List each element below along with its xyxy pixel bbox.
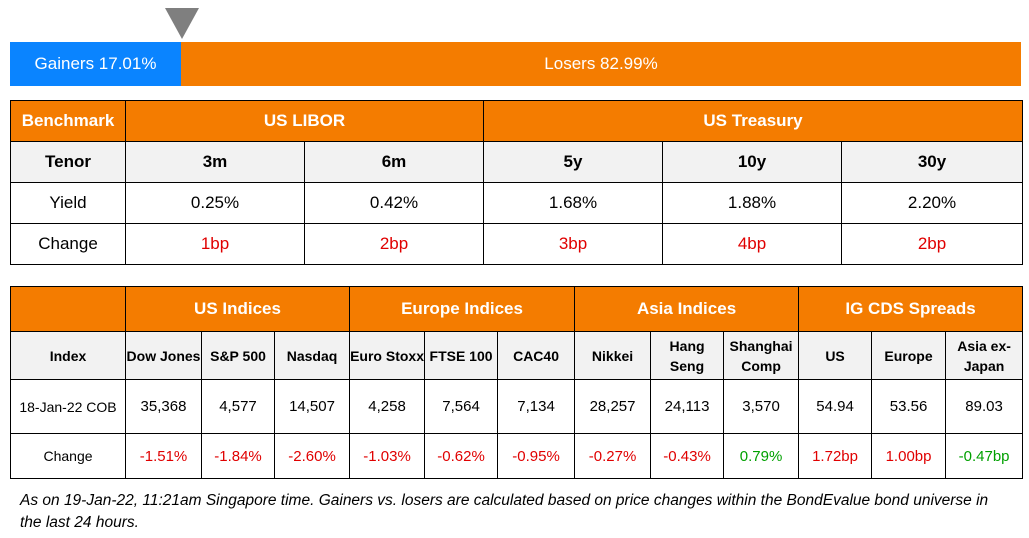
us-treasury-header: US Treasury: [483, 100, 1024, 142]
index-value: 53.56: [871, 379, 947, 434]
change-cell: 4bp: [662, 223, 843, 265]
triangle-marker-icon: [165, 8, 199, 39]
index-column: CAC40: [497, 331, 576, 380]
index-column: Nikkei: [574, 331, 652, 380]
index-column: Dow Jones: [125, 331, 202, 380]
index-column: S&P 500: [201, 331, 275, 380]
index-value: 4,258: [349, 379, 426, 434]
index-label: Index: [10, 331, 126, 380]
index-change: -2.60%: [273, 433, 351, 479]
yield-cell: 2.20%: [841, 182, 1024, 224]
index-column: Europe: [871, 331, 947, 380]
tenor-cell: 6m: [303, 141, 485, 183]
yield-cell: 1.68%: [483, 182, 664, 224]
ig-cds-spreads-header: IG CDS Spreads: [798, 286, 1024, 332]
us-indices-header: US Indices: [124, 286, 351, 332]
index-change: -1.51%: [125, 433, 202, 479]
indices-group-row: US Indices Europe Indices Asia Indices I…: [10, 286, 1024, 332]
change-cell: 2bp: [303, 223, 485, 265]
gainers-segment: Gainers 17.01%: [10, 42, 181, 86]
index-value: 35,368: [125, 379, 202, 434]
tenor-cell: 3m: [125, 141, 305, 183]
blank-header: [10, 286, 126, 332]
index-value: 7,564: [424, 379, 499, 434]
footnote: As on 19-Jan-22, 11:21am Singapore time.…: [20, 492, 989, 531]
indices-change-row: Change -1.51% -1.84% -2.60% -1.03% -0.62…: [10, 433, 1024, 479]
index-value: 7,134: [497, 379, 576, 434]
tenor-cell: 30y: [841, 141, 1024, 183]
rates-table: Benchmark US LIBOR US Treasury Tenor 3m …: [10, 100, 1024, 265]
index-column: Shanghai Comp: [723, 331, 800, 380]
date-label: 18-Jan-22 COB: [10, 379, 126, 434]
change-label: Change: [10, 223, 126, 265]
yield-cell: 0.42%: [303, 182, 485, 224]
index-change: -1.84%: [201, 433, 275, 479]
asia-indices-header: Asia Indices: [574, 286, 800, 332]
europe-indices-header: Europe Indices: [349, 286, 576, 332]
change-cell: 3bp: [483, 223, 664, 265]
index-change: 0.79%: [723, 433, 800, 479]
change-cell: 1bp: [125, 223, 305, 265]
change-row: Change 1bp 2bp 3bp 4bp 2bp: [10, 223, 1024, 265]
index-change: -0.43%: [650, 433, 725, 479]
index-value: 14,507: [273, 379, 351, 434]
index-change: -0.47bp: [945, 433, 1024, 479]
tenor-cell: 5y: [483, 141, 664, 183]
index-value: 4,577: [201, 379, 275, 434]
indices-table: US Indices Europe Indices Asia Indices I…: [10, 286, 1024, 479]
benchmark-header: Benchmark: [10, 100, 126, 142]
yield-row: Yield 0.25% 0.42% 1.68% 1.88% 2.20%: [10, 182, 1024, 224]
index-change: 1.72bp: [798, 433, 873, 479]
gainers-losers-bar: Gainers 17.01% Losers 82.99%: [10, 42, 1021, 86]
yield-label: Yield: [10, 182, 126, 224]
losers-segment: Losers 82.99%: [181, 42, 1021, 86]
index-value: 54.94: [798, 379, 873, 434]
index-change: -0.62%: [424, 433, 499, 479]
index-column: FTSE 100: [424, 331, 499, 380]
index-column: Nasdaq: [273, 331, 351, 380]
us-libor-header: US LIBOR: [124, 100, 485, 142]
tenor-label: Tenor: [10, 141, 126, 183]
tenor-row: Tenor 3m 6m 5y 10y 30y: [10, 141, 1024, 183]
change-label: Change: [10, 433, 126, 479]
index-column: Hang Seng: [650, 331, 725, 380]
yield-cell: 1.88%: [662, 182, 843, 224]
index-change: -0.27%: [574, 433, 652, 479]
index-change: 1.00bp: [871, 433, 947, 479]
index-value: 24,113: [650, 379, 725, 434]
index-value: 3,570: [723, 379, 800, 434]
index-value: 28,257: [574, 379, 652, 434]
index-change: -0.95%: [497, 433, 576, 479]
indices-value-row: 18-Jan-22 COB 35,368 4,577 14,507 4,258 …: [10, 379, 1024, 434]
tenor-cell: 10y: [662, 141, 843, 183]
yield-cell: 0.25%: [125, 182, 305, 224]
index-value: 89.03: [945, 379, 1024, 434]
index-change: -1.03%: [349, 433, 426, 479]
index-column: Asia ex-Japan: [945, 331, 1024, 380]
rates-header-row: Benchmark US LIBOR US Treasury: [10, 100, 1024, 142]
index-column: US: [798, 331, 873, 380]
change-cell: 2bp: [841, 223, 1024, 265]
indices-column-row: Index Dow Jones S&P 500 Nasdaq Euro Stox…: [10, 331, 1024, 380]
index-column: Euro Stoxx: [349, 331, 426, 380]
